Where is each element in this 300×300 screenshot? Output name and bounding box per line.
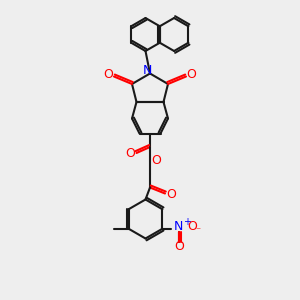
Text: O: O (166, 188, 176, 201)
Text: N: N (142, 64, 152, 77)
Text: O: O (174, 240, 184, 253)
Text: N: N (174, 220, 184, 233)
Text: O: O (187, 68, 196, 82)
Text: O: O (152, 154, 161, 167)
Text: O: O (104, 68, 113, 82)
Text: O: O (126, 147, 135, 160)
Text: O: O (188, 220, 197, 233)
Text: ⁻: ⁻ (195, 226, 200, 236)
Text: +: + (183, 217, 191, 227)
